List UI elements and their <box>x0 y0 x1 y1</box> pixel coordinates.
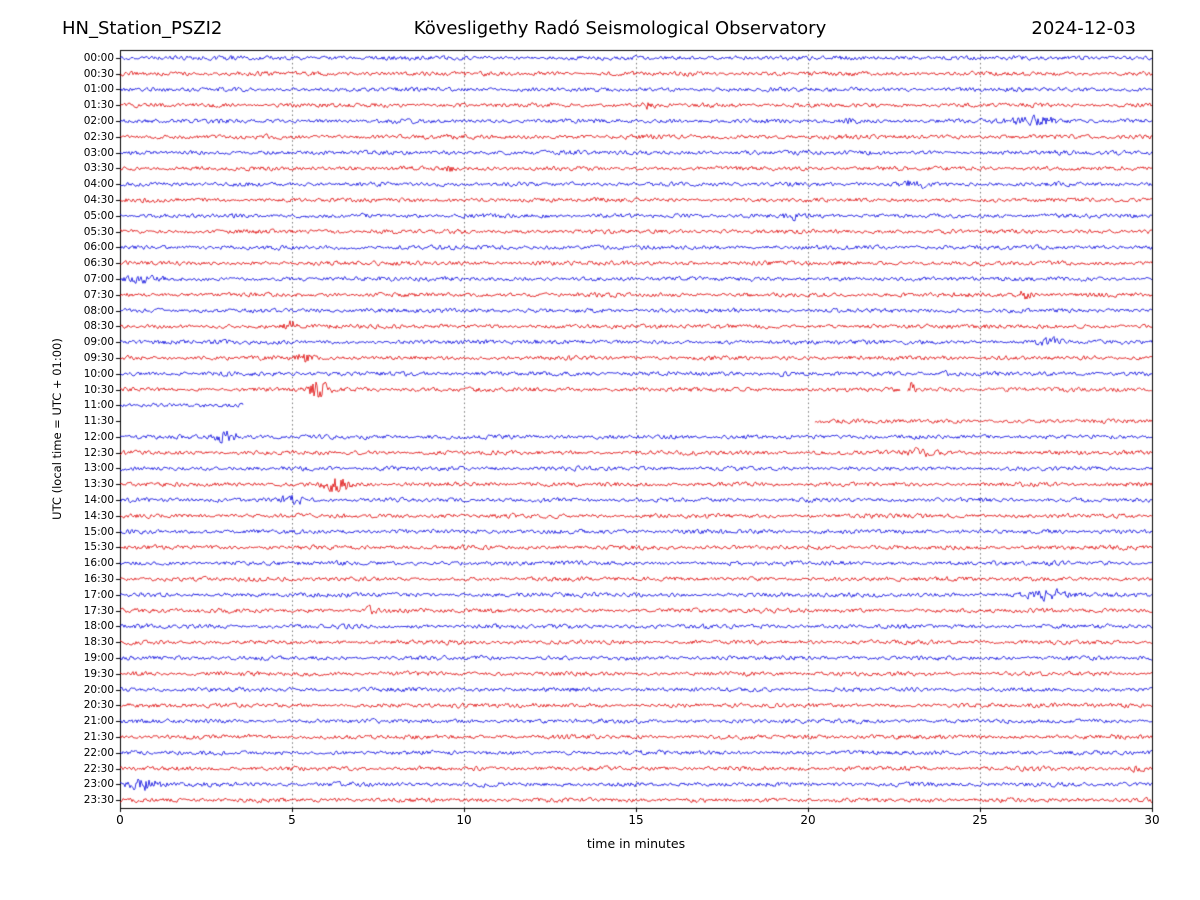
x-tick-label: 20 <box>800 813 816 827</box>
y-tick-label: 04:00 <box>83 178 114 191</box>
y-tick-label: 21:00 <box>83 715 114 728</box>
y-tick-label: 07:00 <box>83 272 114 285</box>
y-tick-label: 20:30 <box>83 699 114 712</box>
y-tick-label: 06:30 <box>83 257 114 270</box>
y-tick-label: 17:00 <box>83 588 114 601</box>
y-tick-label: 14:30 <box>83 509 114 522</box>
observatory-title: Kövesligethy Radó Seismological Observat… <box>413 18 827 39</box>
y-tick-label: 11:30 <box>83 415 114 428</box>
y-tick-label: 07:30 <box>83 288 114 301</box>
y-tick-label: 09:30 <box>83 351 114 364</box>
y-tick-label: 19:30 <box>83 667 114 680</box>
y-tick-label: 21:30 <box>83 730 114 743</box>
y-tick-label: 02:30 <box>83 130 114 143</box>
y-tick-label: 03:00 <box>83 146 114 159</box>
y-tick-label: 17:30 <box>83 604 114 617</box>
y-tick-label: 05:30 <box>83 225 114 238</box>
x-tick-label: 25 <box>972 813 988 827</box>
y-tick-label: 10:00 <box>83 367 114 380</box>
y-tick-label: 23:00 <box>83 778 114 791</box>
y-tick-label: 03:30 <box>83 162 114 175</box>
y-tick-label: 00:00 <box>83 51 114 64</box>
y-tick-label: 01:00 <box>83 83 114 96</box>
date-label: 2024-12-03 <box>1031 18 1136 39</box>
y-tick-label: 15:30 <box>83 541 114 554</box>
y-axis-label: UTC (local time = UTC + 01:00) <box>50 338 64 520</box>
x-tick-label: 0 <box>116 813 124 827</box>
y-tick-label: 01:30 <box>83 99 114 112</box>
y-tick-label: 09:00 <box>83 336 114 349</box>
x-tick-label: 10 <box>456 813 472 827</box>
y-tick-label: 06:00 <box>83 241 114 254</box>
y-tick-label: 05:00 <box>83 209 114 222</box>
y-tick-label: 22:00 <box>83 746 114 759</box>
y-tick-label: 14:00 <box>83 494 114 507</box>
x-tick-label: 15 <box>628 813 644 827</box>
y-tick-label: 23:30 <box>83 794 114 807</box>
y-tick-label: 18:30 <box>83 636 114 649</box>
x-tick-label: 30 <box>1144 813 1160 827</box>
y-tick-label: 16:30 <box>83 573 114 586</box>
y-tick-label: 16:00 <box>83 557 114 570</box>
y-tick-label: 18:00 <box>83 620 114 633</box>
y-tick-label: 20:00 <box>83 683 114 696</box>
y-tick-label: 13:00 <box>83 462 114 475</box>
y-tick-label: 11:00 <box>83 399 114 412</box>
x-tick-label: 5 <box>288 813 296 827</box>
y-tick-label: 10:30 <box>83 383 114 396</box>
y-tick-label: 04:30 <box>83 194 114 207</box>
y-tick-label: 08:30 <box>83 320 114 333</box>
station-title: HN_Station_PSZI2 <box>62 18 223 39</box>
y-tick-label: 13:30 <box>83 478 114 491</box>
y-tick-label: 08:00 <box>83 304 114 317</box>
x-axis-label: time in minutes <box>586 836 686 851</box>
y-tick-label: 12:00 <box>83 430 114 443</box>
y-tick-label: 15:00 <box>83 525 114 538</box>
y-tick-label: 02:00 <box>83 115 114 128</box>
y-tick-label: 12:30 <box>83 446 114 459</box>
y-tick-label: 19:00 <box>83 651 114 664</box>
y-tick-label: 22:30 <box>83 762 114 775</box>
y-tick-label: 00:30 <box>83 67 114 80</box>
